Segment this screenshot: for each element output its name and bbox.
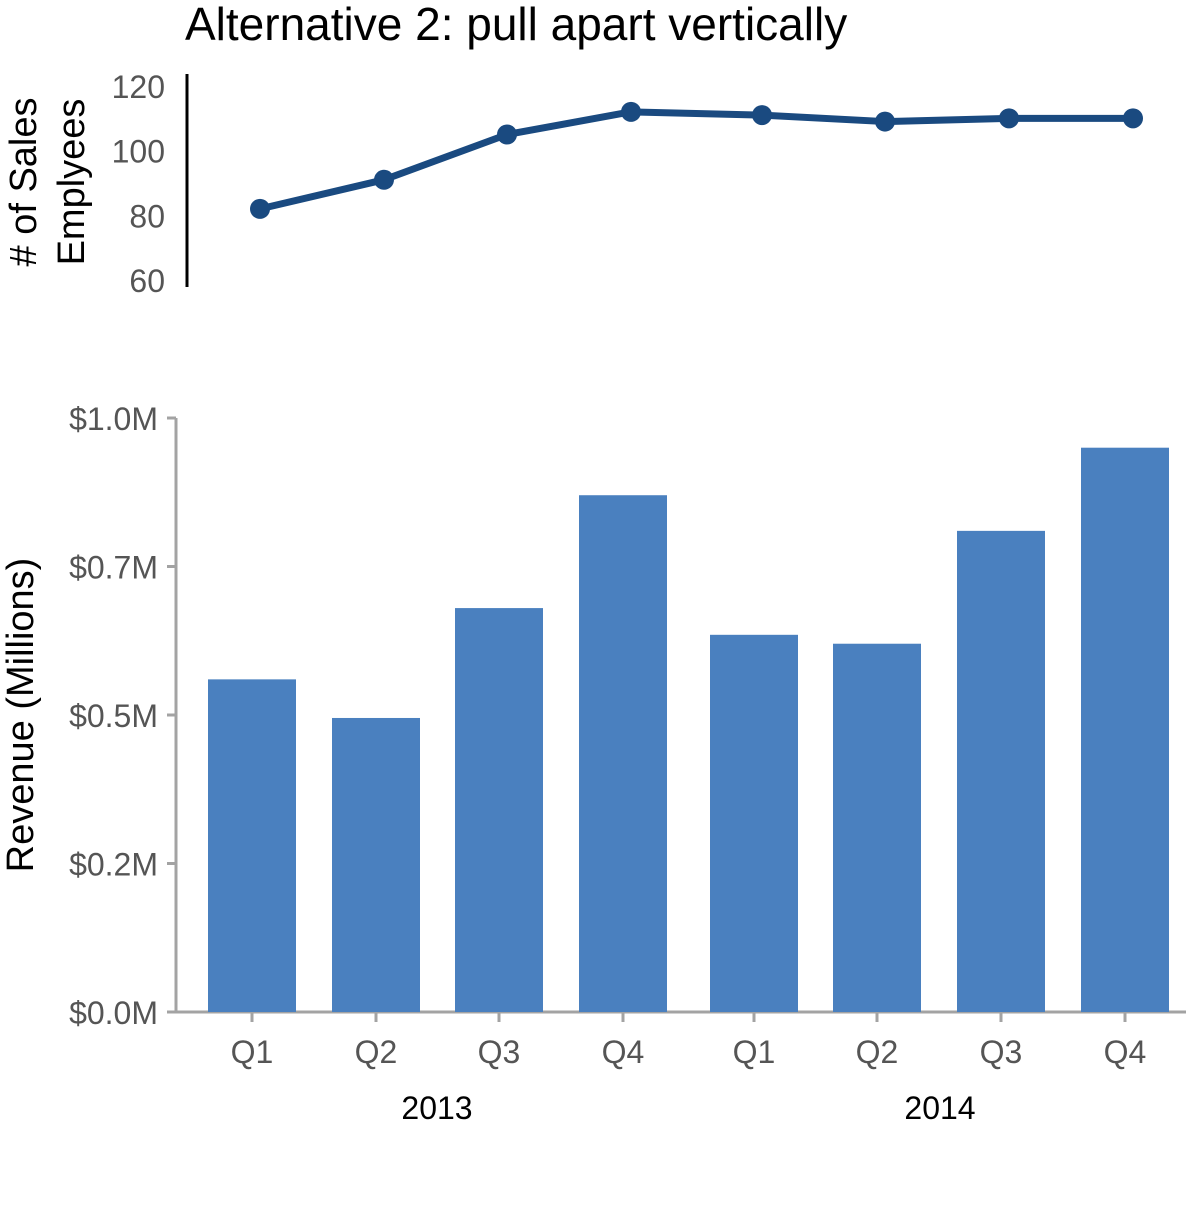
bar-x-tick-label: Q1 (231, 1034, 274, 1070)
line-point (374, 169, 394, 190)
bar-x-tick-label: Q4 (602, 1034, 645, 1070)
line-y-tick-label: 120 (112, 69, 165, 105)
line-point (752, 105, 772, 126)
bar-y-tick-label: $0.5M (69, 698, 158, 734)
chart-title: Alternative 2: pull apart vertically (185, 0, 847, 50)
bar (455, 608, 543, 1012)
bar (710, 634, 798, 1012)
bar-x-tick-label: Q4 (1104, 1034, 1147, 1070)
bar-x-tick-label: Q1 (733, 1034, 776, 1070)
line-ylabel-line-1: # of Sales (3, 98, 45, 267)
bar-x-tick-label: Q2 (856, 1034, 899, 1070)
bar (833, 643, 921, 1012)
bar-y-tick-label: $1.0M (69, 401, 158, 437)
line-ylabel-line-2: Emplyees (51, 99, 93, 266)
line-point (250, 198, 270, 219)
line-point (875, 111, 895, 132)
group-label-2014: 2014 (904, 1090, 975, 1126)
line-point (999, 108, 1019, 129)
line-y-tick-label: 100 (112, 134, 165, 170)
bar-y-tick-label: $0.0M (69, 995, 158, 1031)
bar-chart: $0.0M $0.2M $0.5M $0.7M $1.0M Q1 Q2 Q3 Q4 Q1 Q2 Q3 Q… (69, 401, 1186, 1070)
line-point (497, 124, 517, 145)
bar-x-tick-label: Q3 (478, 1034, 521, 1070)
group-label-2013: 2013 (401, 1090, 472, 1126)
bar-y-tick-label: $0.2M (69, 847, 158, 883)
bar-x-tick-label: Q2 (355, 1034, 398, 1070)
bar (579, 495, 667, 1013)
bar (957, 530, 1045, 1012)
bar-ylabel: Revenue (Millions) (0, 558, 42, 873)
line-point (1123, 108, 1143, 129)
line-y-tick-label: 60 (129, 263, 165, 299)
bar (208, 679, 296, 1012)
line-point (621, 101, 641, 122)
bar-x-tick-label: Q3 (980, 1034, 1023, 1070)
bar-y-tick-label: $0.7M (69, 550, 158, 586)
line-y-tick-label: 80 (129, 198, 165, 234)
line-series (256, 108, 1137, 213)
line-chart: 60 80 100 120 (112, 69, 1143, 299)
bar (1081, 447, 1169, 1012)
bar (332, 717, 420, 1012)
